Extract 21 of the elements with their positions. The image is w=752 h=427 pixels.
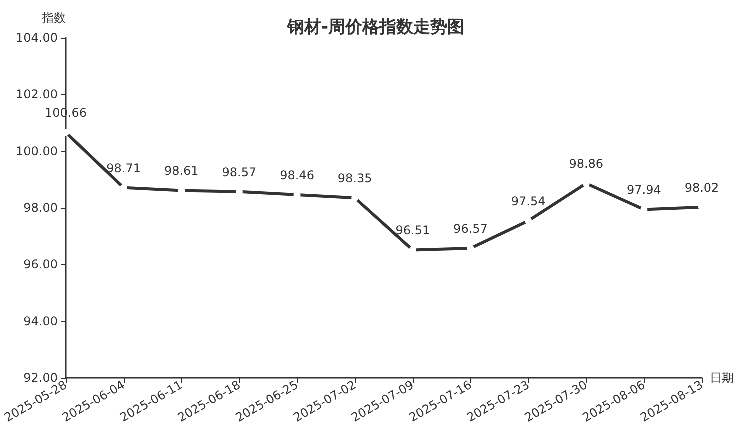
data-label: 98.57	[222, 165, 257, 180]
y-tick-label: 92.00	[24, 371, 58, 385]
y-tick-label: 98.00	[24, 201, 58, 215]
data-label: 96.57	[454, 222, 488, 236]
y-tick-label: 104.00	[16, 31, 58, 45]
y-axis-title: 指数	[40, 11, 66, 25]
data-label: 98.71	[106, 161, 141, 176]
y-tick-label: 96.00	[24, 258, 58, 272]
data-label: 98.02	[684, 180, 720, 195]
y-tick-label: 100.00	[16, 144, 58, 158]
data-label: 98.61	[164, 164, 199, 178]
y-tick-label: 94.00	[24, 314, 58, 328]
data-label: 98.46	[280, 168, 314, 182]
x-axis-title: 日期	[710, 371, 734, 385]
y-tick-label: 102.00	[16, 88, 58, 102]
data-label: 98.35	[338, 172, 372, 186]
data-label: 96.51	[396, 224, 430, 238]
data-label: 97.54	[511, 194, 546, 209]
data-label: 97.94	[627, 183, 662, 198]
chart-title: 钢材-周价格指数走势图	[286, 18, 465, 38]
data-label: 98.86	[569, 157, 604, 172]
